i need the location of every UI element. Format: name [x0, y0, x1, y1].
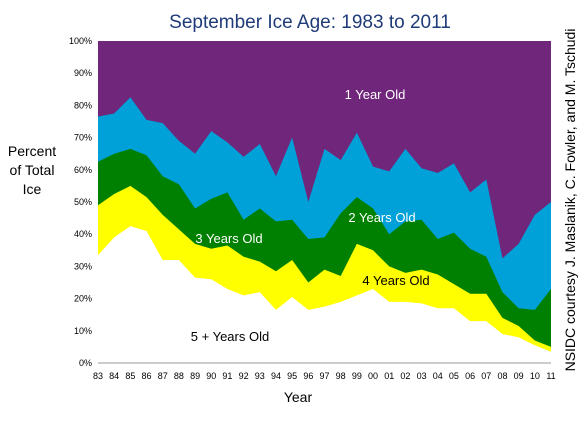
x-tick-label: 04	[433, 371, 443, 381]
x-tick-label: 99	[352, 371, 362, 381]
x-tick-label: 84	[109, 371, 119, 381]
band-label-5-plus-years: 5 + Years Old	[191, 329, 269, 344]
y-tick-label: 80%	[74, 100, 92, 110]
area-5-years-old	[98, 226, 551, 363]
y-tick-label: 90%	[74, 68, 92, 78]
x-tick-label: 91	[222, 371, 232, 381]
band-label-4-years: 4 Years Old	[362, 273, 429, 288]
x-tick-label: 01	[384, 371, 394, 381]
band-label-1-year: 1 Year Old	[345, 87, 406, 102]
band-labels: 1 Year Old 2 Years Old 3 Years Old 4 Yea…	[191, 87, 430, 344]
x-axis-label: Year	[284, 389, 313, 405]
x-tick-label: 86	[142, 371, 152, 381]
y-tick-label: 40%	[74, 229, 92, 239]
x-tick-label: 88	[174, 371, 184, 381]
y-tick-label: 20%	[74, 294, 92, 304]
x-tick-label: 10	[530, 371, 540, 381]
x-tick-label: 06	[465, 371, 475, 381]
y-tick-label: 70%	[74, 133, 92, 143]
x-tick-label: 87	[158, 371, 168, 381]
x-tick-label: 90	[206, 371, 216, 381]
x-tick-label: 08	[497, 371, 507, 381]
x-tick-label: 03	[417, 371, 427, 381]
x-tick-label: 93	[255, 371, 265, 381]
x-tick-label: 97	[319, 371, 329, 381]
y-tick-label: 30%	[74, 261, 92, 271]
x-tick-label: 95	[287, 371, 297, 381]
y-axis-label-line-3: Ice	[23, 181, 42, 197]
band-label-3-years: 3 Years Old	[195, 231, 262, 246]
x-tick-label: 07	[481, 371, 491, 381]
x-tick-label: 98	[336, 371, 346, 381]
x-tick-label: 11	[546, 371, 555, 381]
y-tick-label: 0%	[79, 358, 92, 368]
x-ticks: 83 84 85 86 87 88 89 90 91 92 93 94 95 96 97 98 99 00 01 02…	[93, 371, 556, 381]
y-axis-label-line-1: Percent	[8, 143, 56, 159]
x-tick-label: 89	[190, 371, 200, 381]
x-tick-label: 00	[368, 371, 378, 381]
x-tick-label: 83	[93, 371, 103, 381]
x-tick-label: 96	[303, 371, 313, 381]
y-axis-label-line-2: of Total	[10, 162, 55, 178]
x-tick-label: 09	[514, 371, 524, 381]
x-tick-label: 02	[400, 371, 410, 381]
x-tick-label: 05	[449, 371, 459, 381]
y-tick-label: 60%	[74, 165, 92, 175]
y-ticks: 0% 10% 20% 30% 40% 50% 60% 70% 80% 90% 100%	[69, 36, 92, 368]
credit-text: NSIDC courtesy J. Maslanik, C. Fowler, a…	[562, 29, 578, 372]
x-tick-label: 85	[125, 371, 135, 381]
y-tick-label: 100%	[69, 36, 92, 46]
chart-title: September Ice Age: 1983 to 2011	[169, 12, 451, 33]
x-tick-label: 92	[239, 371, 249, 381]
area-layers	[98, 41, 551, 364]
y-tick-label: 50%	[74, 197, 92, 207]
y-tick-label: 10%	[74, 326, 92, 336]
x-tick-label: 94	[271, 371, 281, 381]
band-label-2-years: 2 Years Old	[348, 210, 415, 225]
